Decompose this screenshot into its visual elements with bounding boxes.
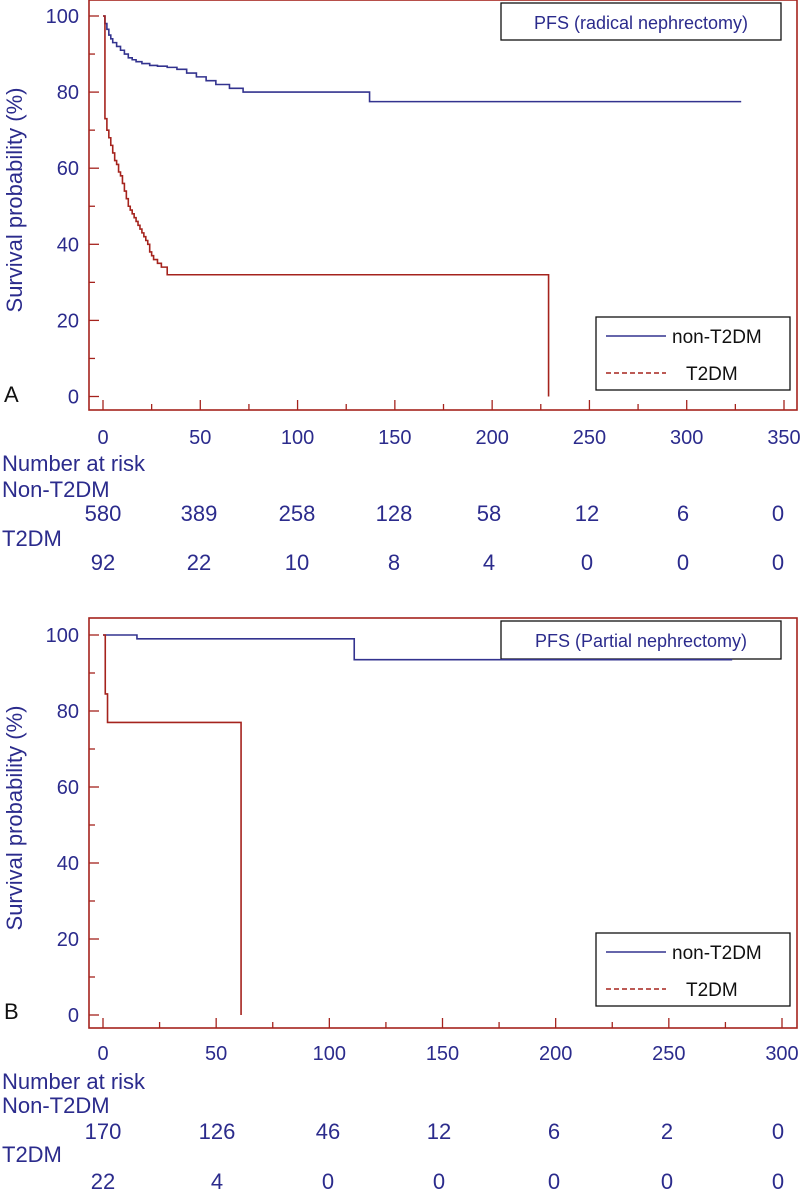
chart-title: PFS (Partial nephrectomy): [535, 631, 747, 651]
y-tick-label: 80: [57, 701, 79, 723]
risk-group-label: Non-T2DM: [2, 477, 110, 502]
chart-title-box: [500, 620, 782, 660]
x-tick-label: 300: [765, 1043, 798, 1065]
risk-value: 12: [427, 1119, 451, 1144]
panel-letter: A: [4, 382, 19, 407]
x-tick-label: 250: [652, 1043, 685, 1065]
x-tick-label: 0: [97, 427, 108, 449]
x-tick-label: 50: [205, 1043, 227, 1065]
y-tick-label: 0: [68, 1005, 79, 1027]
x-tick-label: 100: [313, 1043, 346, 1065]
risk-value: 258: [279, 501, 316, 526]
series-line-t2dm: [103, 15, 550, 397]
risk-value: 22: [187, 550, 211, 575]
risk-table-heading: Number at risk: [2, 1069, 146, 1094]
y-tick-label: 60: [57, 777, 79, 799]
y-tick-label: 100: [46, 625, 79, 647]
legend-label: non-T2DM: [672, 327, 762, 348]
legend-label: T2DM: [686, 980, 738, 1001]
risk-group-label: T2DM: [2, 526, 62, 551]
risk-group-label: T2DM: [2, 1142, 62, 1167]
x-tick-label: 150: [426, 1043, 459, 1065]
risk-value: 0: [772, 1169, 784, 1192]
risk-value: 0: [433, 1169, 445, 1192]
y-tick-label: 40: [57, 853, 79, 875]
x-tick-label: 250: [573, 427, 606, 449]
risk-value: 22: [91, 1169, 115, 1192]
risk-value: 128: [376, 501, 413, 526]
series-line-non-t2dm: [103, 634, 733, 661]
y-tick-label: 20: [57, 310, 79, 332]
y-axis-label: Survival probability (%): [2, 706, 27, 931]
risk-value: 0: [677, 550, 689, 575]
y-tick-label: 80: [57, 82, 79, 104]
y-tick-label: 0: [68, 387, 79, 409]
y-tick-label: 100: [46, 6, 79, 28]
y-tick-label: 40: [57, 234, 79, 256]
risk-value: 2: [661, 1119, 673, 1144]
risk-value: 10: [285, 550, 309, 575]
risk-value: 12: [575, 501, 599, 526]
risk-value: 6: [677, 501, 689, 526]
panel-letter: B: [4, 999, 19, 1024]
legend-label: T2DM: [686, 364, 738, 385]
x-tick-label: 150: [378, 427, 411, 449]
risk-group-label: Non-T2DM: [2, 1093, 110, 1118]
chart-title: PFS (radical nephrectomy): [534, 13, 748, 33]
risk-value: 0: [581, 550, 593, 575]
risk-value: 389: [181, 501, 218, 526]
risk-value: 0: [548, 1169, 560, 1192]
x-tick-label: 0: [97, 1043, 108, 1065]
risk-value: 0: [322, 1169, 334, 1192]
x-tick-label: 200: [539, 1043, 572, 1065]
chart-title-box: [500, 2, 782, 41]
series-line-t2dm: [103, 634, 242, 1015]
risk-value: 6: [548, 1119, 560, 1144]
risk-value: 170: [85, 1119, 122, 1144]
risk-value: 0: [772, 550, 784, 575]
risk-value: 46: [316, 1119, 340, 1144]
x-tick-label: 200: [475, 427, 508, 449]
y-axis-label: Survival probability (%): [2, 88, 27, 313]
risk-value: 4: [483, 550, 495, 575]
x-tick-label: 100: [281, 427, 314, 449]
legend-box: [595, 316, 791, 391]
risk-value: 0: [661, 1169, 673, 1192]
series-line-non-t2dm: [103, 15, 742, 103]
risk-table-heading: Number at risk: [2, 451, 146, 476]
risk-value: 580: [85, 501, 122, 526]
risk-value: 126: [199, 1119, 236, 1144]
x-tick-label: 50: [189, 427, 211, 449]
x-tick-label: 350: [767, 427, 800, 449]
risk-value: 0: [772, 501, 784, 526]
legend-label: non-T2DM: [672, 943, 762, 964]
legend-box: [595, 932, 791, 1007]
risk-value: 0: [772, 1119, 784, 1144]
y-tick-label: 20: [57, 929, 79, 951]
risk-value: 58: [477, 501, 501, 526]
risk-value: 92: [91, 550, 115, 575]
y-tick-label: 60: [57, 158, 79, 180]
risk-value: 8: [388, 550, 400, 575]
x-tick-label: 300: [670, 427, 703, 449]
risk-value: 4: [211, 1169, 223, 1192]
